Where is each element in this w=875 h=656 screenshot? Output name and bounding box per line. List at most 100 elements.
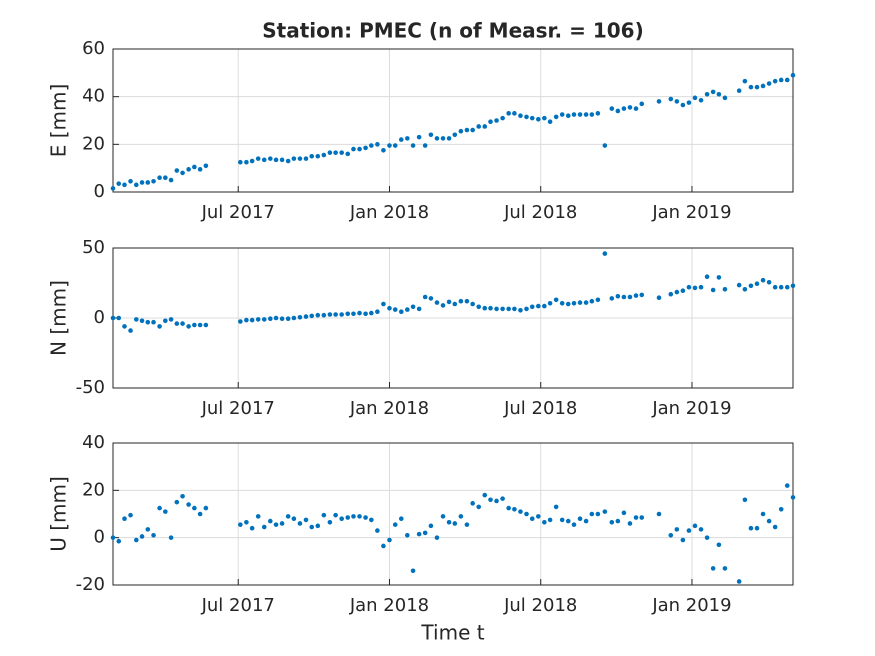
data-point [363, 515, 368, 520]
y-axis-label: E [mm] [47, 84, 71, 158]
data-point [249, 317, 255, 323]
data-point [710, 89, 716, 95]
data-point [686, 284, 692, 290]
y-axis-label: U [mm] [47, 476, 71, 552]
data-point [291, 516, 297, 522]
data-point [464, 127, 470, 133]
data-point [512, 506, 517, 512]
y-tick-label: 0 [94, 527, 105, 548]
data-point [529, 115, 535, 121]
data-point [410, 143, 416, 148]
data-point [410, 304, 416, 310]
data-point [698, 284, 704, 290]
data-point [446, 519, 452, 525]
data-point [351, 311, 356, 317]
axes-frame [112, 442, 794, 586]
data-point [577, 516, 583, 522]
data-point [327, 519, 333, 525]
data-point [506, 505, 511, 511]
data-point [609, 296, 615, 301]
data-point [589, 298, 595, 304]
x-tick-label: Jul 2017 [201, 595, 275, 616]
y-tick-label: 0 [94, 307, 105, 328]
data-point [375, 309, 380, 315]
data-point [736, 88, 742, 94]
data-point [297, 156, 303, 161]
data-point [291, 156, 297, 161]
data-point [482, 305, 488, 311]
data-point [315, 523, 321, 529]
data-point [577, 112, 583, 117]
data-point [261, 157, 267, 163]
y-tick-label: 60 [82, 38, 105, 59]
data-point [589, 511, 595, 517]
data-point [273, 157, 279, 163]
data-point [704, 91, 710, 97]
data-point [392, 143, 398, 148]
data-point [748, 84, 754, 90]
y-axis-label: N [mm] [47, 280, 71, 356]
data-point [398, 137, 404, 142]
x-tick-label: Jul 2018 [503, 398, 577, 419]
data-point [327, 312, 333, 317]
data-point [668, 533, 674, 538]
x-tick-label: Jan 2019 [651, 202, 731, 223]
data-point [547, 119, 553, 124]
data-point [716, 91, 722, 97]
data-point [627, 521, 633, 526]
data-point [609, 519, 615, 525]
data-point [186, 324, 191, 329]
data-point [704, 535, 710, 540]
data-point [488, 119, 493, 124]
x-axis-label: Time t [420, 621, 484, 645]
data-point [754, 84, 760, 90]
data-point [627, 105, 633, 110]
data-point [267, 316, 273, 322]
data-point [428, 132, 434, 138]
data-point [157, 175, 162, 180]
data-point [192, 505, 197, 511]
data-point [279, 316, 285, 322]
data-point [458, 128, 464, 134]
x-tick-label: Jul 2017 [201, 398, 275, 419]
data-point [536, 303, 541, 309]
data-point [381, 301, 386, 307]
data-point [339, 312, 344, 317]
data-point [772, 284, 778, 290]
x-tick-label: Jan 2018 [349, 202, 429, 223]
data-point [716, 542, 722, 548]
data-point [422, 294, 428, 300]
data-point [339, 516, 344, 522]
data-point [571, 522, 577, 527]
data-point [303, 314, 309, 319]
data-point [285, 158, 291, 164]
data-point [327, 150, 333, 155]
data-point [446, 299, 452, 305]
data-point [565, 301, 571, 307]
data-point [482, 492, 488, 498]
data-point [440, 514, 446, 519]
data-point [157, 324, 162, 329]
data-point [772, 78, 778, 84]
data-point [369, 143, 374, 148]
data-point [309, 153, 315, 159]
data-point [542, 519, 547, 525]
data-point [722, 95, 728, 101]
data-point [760, 83, 766, 89]
data-point [627, 294, 633, 300]
x-tick-label: Jan 2019 [651, 398, 731, 419]
data-point [565, 518, 571, 524]
data-point [698, 97, 704, 103]
data-point [589, 112, 595, 117]
data-point [416, 306, 422, 312]
data-point [571, 301, 577, 306]
data-point [710, 566, 716, 571]
data-point [476, 124, 482, 129]
data-point [151, 178, 156, 184]
data-point [529, 516, 535, 522]
data-point [547, 517, 553, 523]
data-point [297, 315, 303, 320]
data-point [736, 282, 742, 288]
data-point [577, 300, 583, 305]
